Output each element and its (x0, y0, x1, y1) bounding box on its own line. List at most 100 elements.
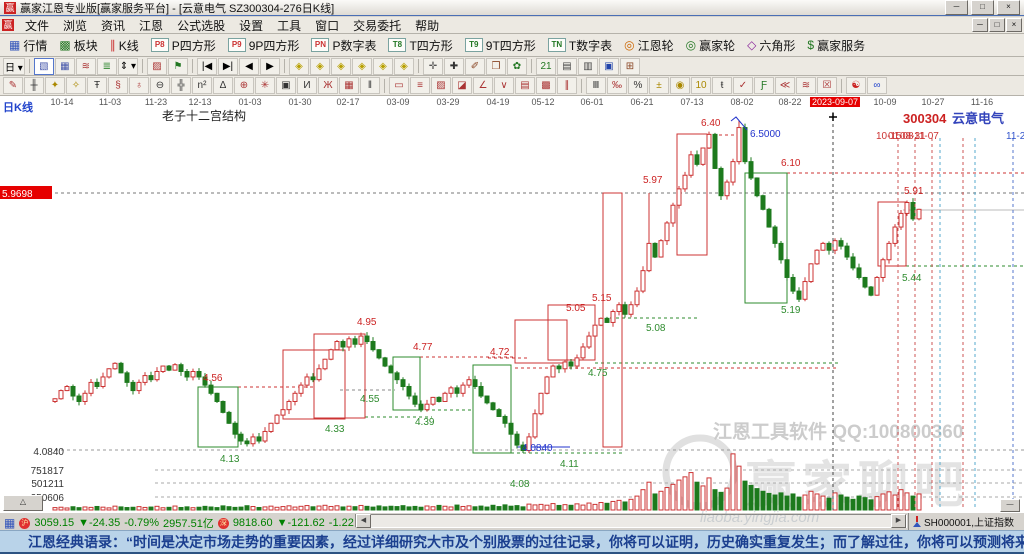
scale-toggle-icon[interactable]: ⇕ ▾ (117, 57, 138, 75)
circle-cross-icon[interactable]: ⊕ (234, 77, 254, 94)
gann-diamond-1-icon[interactable]: ◈ (289, 57, 309, 75)
dense-grid-icon[interactable]: ╬ (171, 77, 191, 94)
close-button[interactable]: × (997, 0, 1020, 15)
delivery-icon[interactable]: ⊞ (620, 57, 640, 75)
hgrid-tool-icon[interactable]: ▤ (515, 77, 535, 94)
menu-item[interactable]: 文件 (25, 18, 50, 33)
chart-area[interactable]: 日K线 老子十二宫结构 赢家聊吧 江恩工具软件 QQ:100800360 4.56 4… (0, 96, 1024, 512)
scroll-left-arrow[interactable]: ◀ (356, 514, 371, 528)
gann-grid-icon[interactable]: ╫ (24, 77, 44, 94)
last-bar-icon[interactable]: ▶| (218, 57, 238, 75)
check-tool-icon[interactable]: ✓ (733, 77, 753, 94)
badge-tool-icon[interactable]: ✿ (507, 57, 527, 75)
select-region-icon[interactable]: ▨ (147, 57, 167, 75)
toolbar-t-square-button[interactable]: T8 T四方形 (383, 36, 457, 55)
toolbar-quotes-button[interactable]: ▦ 行情 (4, 36, 52, 55)
gann-diamond-4-icon[interactable]: ◈ (352, 57, 372, 75)
rect-tool-icon[interactable]: ▭ (389, 77, 409, 94)
triangle-tool-icon[interactable]: Δ (213, 77, 233, 94)
star-tool-icon[interactable]: ✳ (255, 77, 275, 94)
crosshair-tool-icon[interactable]: ✚ (444, 57, 464, 75)
gold-ratio-1-icon[interactable]: ✦ (45, 77, 65, 94)
gann-diamond-6-icon[interactable]: ◈ (394, 57, 414, 75)
ellipse-tool-icon[interactable]: ⊖ (150, 77, 170, 94)
toolbar-gann-wheel-button[interactable]: ◎ 江恩轮 (619, 36, 679, 55)
chevrons-tool-icon[interactable]: ≪ (775, 77, 795, 94)
toolbar-kline-button[interactable]: ∥ K线 (105, 36, 144, 55)
spiral-tool-icon[interactable]: § (108, 77, 128, 94)
calculator-icon[interactable]: ▤ (557, 57, 577, 75)
gann-diamond-2-icon[interactable]: ◈ (310, 57, 330, 75)
menu-item[interactable]: 帮助 (415, 18, 440, 33)
quote-grid-icon[interactable]: ▦ (4, 516, 16, 530)
gold-ratio-2-icon[interactable]: ✧ (66, 77, 86, 94)
period-label[interactable]: 日K线 (3, 102, 33, 114)
volume-collapse-button[interactable]: — (1000, 499, 1020, 512)
fan-tool-icon[interactable]: Ж (318, 77, 338, 94)
permille-tool-icon[interactable]: ‰ (607, 77, 627, 94)
toolbar-p-table-button[interactable]: PN P数字表 (306, 36, 381, 55)
chart-grid-icon[interactable]: ▦ (54, 57, 75, 75)
menu-item[interactable]: 设置 (239, 18, 264, 33)
shanghai-index-icon[interactable]: 沪 (19, 517, 31, 529)
crosshatch-tool-icon[interactable]: ▩ (536, 77, 556, 94)
box-x-tool-icon[interactable]: ☒ (817, 77, 837, 94)
chart-area-icon[interactable]: ▧ (33, 57, 54, 75)
bars-tool-icon[interactable]: ‖ (360, 77, 380, 94)
maximize-button[interactable]: □ (971, 0, 994, 15)
calendar-21-icon[interactable]: 21 (536, 57, 556, 75)
mdi-restore-button[interactable]: □ (989, 18, 1005, 32)
gann-diamond-5-icon[interactable]: ◈ (373, 57, 393, 75)
menu-item[interactable]: 浏览 (63, 18, 88, 33)
kline-large-icon[interactable]: ≣ (96, 57, 117, 75)
period-day-dropdown-icon[interactable]: 日 ▾ (3, 57, 25, 75)
toolbar-hexagon-button[interactable]: ◇ 六角形 (742, 36, 800, 55)
grid-tool-icon[interactable]: ▦ (339, 77, 359, 94)
menu-item[interactable]: 资讯 (101, 18, 126, 33)
menu-item[interactable]: 窗口 (315, 18, 340, 33)
kline-small-icon[interactable]: ≋ (75, 57, 96, 75)
shenzhen-index-icon[interactable]: 深 (217, 517, 229, 529)
pointer-tool-icon[interactable]: ✐ (465, 57, 485, 75)
mdi-close-button[interactable]: × (1006, 18, 1022, 32)
toolbar-9p-square-button[interactable]: P9 9P四方形 (223, 36, 305, 55)
current-index-panel[interactable]: SH000001,上证指数 (908, 513, 1024, 530)
gold-circle-icon[interactable]: ◉ (670, 77, 690, 94)
f-tool-icon[interactable]: Ƒ (754, 77, 774, 94)
square-numbers-icon[interactable]: n² (192, 77, 212, 94)
angle2-tool-icon[interactable]: ∠ (473, 77, 493, 94)
box-tool-icon[interactable]: ▣ (276, 77, 296, 94)
three-line-icon[interactable]: Ⅲ (586, 77, 606, 94)
pane-splitter-handle[interactable]: △ (3, 495, 43, 511)
hatch-tool-icon[interactable]: ▨ (431, 77, 451, 94)
menu-item[interactable]: 公式选股 (177, 18, 226, 33)
t-line-icon[interactable]: Ŧ (87, 77, 107, 94)
vee-tool-icon[interactable]: ∨ (494, 77, 514, 94)
flag-marker-icon[interactable]: ⚑ (168, 57, 188, 75)
stamp-tool-icon[interactable]: ❒ (486, 57, 506, 75)
ten-tool-icon[interactable]: 10 (691, 77, 711, 94)
small-t-icon[interactable]: ŧ (712, 77, 732, 94)
toolbar-sectors-button[interactable]: ▩ 板块 (54, 36, 102, 55)
rays-tool-icon[interactable]: ≡ (410, 77, 430, 94)
toolbar-t-table-button[interactable]: TN T数字表 (543, 36, 617, 55)
hand-tool-icon[interactable]: ✛ (423, 57, 443, 75)
toolbar-p-square-button[interactable]: P8 P四方形 (146, 36, 221, 55)
percent-tool-icon[interactable]: % (628, 77, 648, 94)
toolbar-9t-square-button[interactable]: T9 9T四方形 (460, 36, 541, 55)
notebook-icon[interactable]: ▥ (578, 57, 598, 75)
first-bar-icon[interactable]: |◀ (197, 57, 217, 75)
wave-equal-icon[interactable]: ± (649, 77, 669, 94)
prev-bar-icon[interactable]: ◀ (239, 57, 259, 75)
toolbar-winner-wheel-button[interactable]: ◎ 赢家轮 (681, 36, 741, 55)
menu-item[interactable]: 工具 (277, 18, 302, 33)
angle-tool-icon[interactable]: ♁ (129, 77, 149, 94)
minimize-button[interactable]: ─ (945, 0, 968, 15)
half-box-tool-icon[interactable]: ◪ (452, 77, 472, 94)
menu-item[interactable]: 交易委托 (353, 18, 402, 33)
parallel-tool-icon[interactable]: ∥ (557, 77, 577, 94)
pen-tool-icon[interactable]: ✎ (3, 77, 23, 94)
save-icon[interactable]: ▣ (599, 57, 619, 75)
mdi-minimize-button[interactable]: ─ (972, 18, 988, 32)
